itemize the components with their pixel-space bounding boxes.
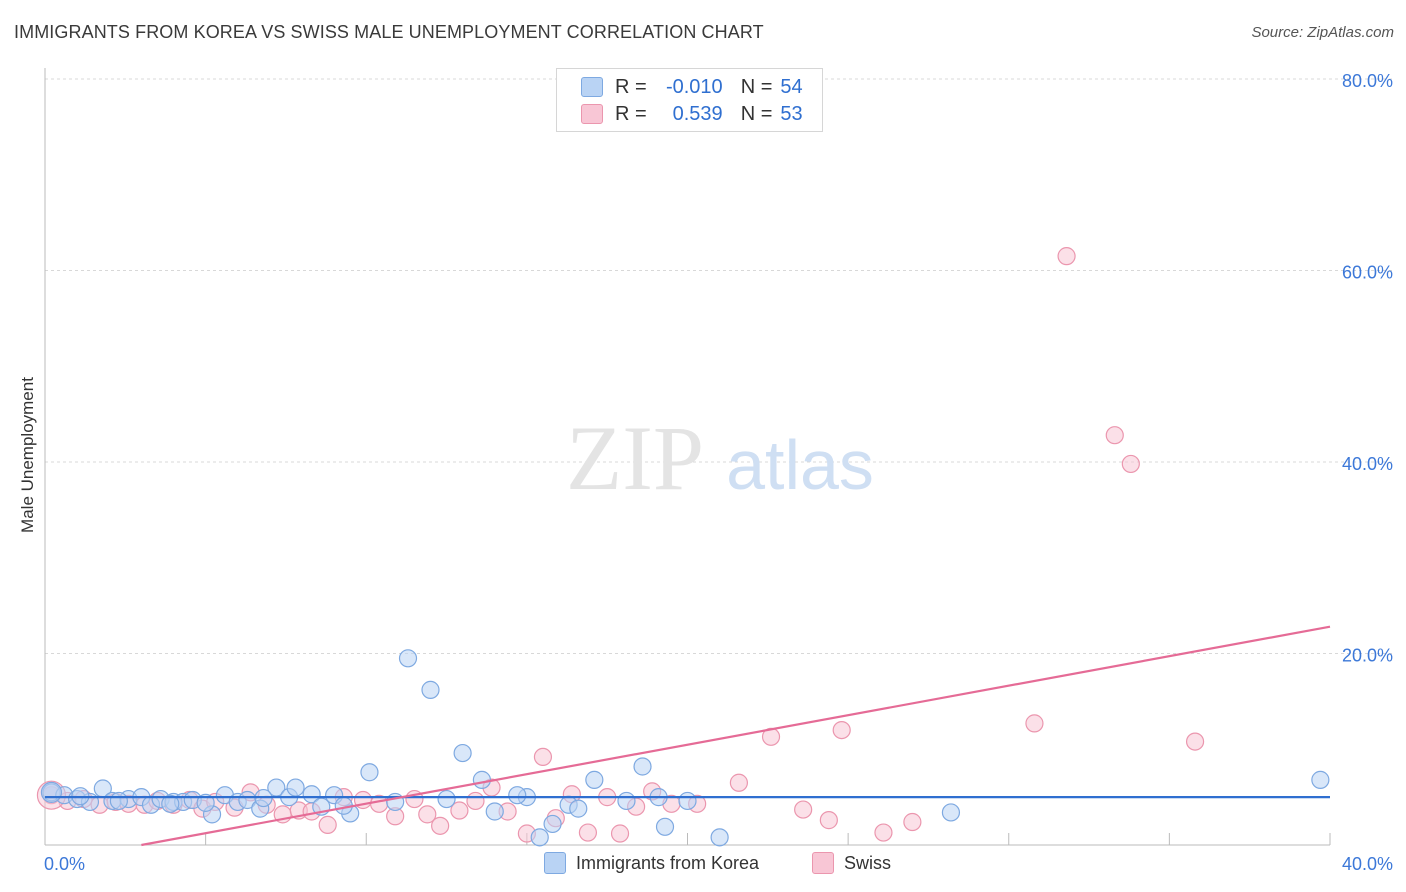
legend-swatch-swiss: [581, 104, 603, 124]
data-point-korea: [161, 794, 180, 813]
legend-r-value: -0.010: [665, 75, 723, 98]
legend-swatch-swiss: [812, 852, 834, 874]
data-point-swiss: [318, 815, 337, 834]
data-point-swiss: [533, 747, 553, 767]
data-point-swiss: [610, 824, 630, 843]
chart-title: IMMIGRANTS FROM KOREA VS SWISS MALE UNEM…: [14, 22, 764, 42]
data-point-korea: [710, 828, 729, 847]
x-tick-label: 40.0%: [1342, 854, 1393, 874]
legend-row-swiss: R = 0.539 N = 53: [581, 102, 803, 126]
legend-n-label: N =: [740, 102, 773, 125]
watermark-zip: ZIP: [566, 407, 704, 509]
data-point-korea: [360, 763, 379, 782]
data-point-korea: [678, 791, 697, 811]
legend-label-korea: Immigrants from Korea: [576, 852, 760, 873]
data-point-korea: [386, 792, 405, 812]
watermark-atlas: atlas: [726, 426, 874, 504]
legend-n-label: N =: [740, 75, 773, 98]
data-point-korea: [109, 791, 128, 811]
data-point-swiss: [794, 800, 813, 819]
trend-line-swiss: [141, 625, 1331, 847]
data-point-korea: [617, 791, 636, 811]
legend-row-korea: R = -0.010 N = 54: [581, 75, 803, 99]
legend-n-value: 54: [780, 75, 803, 98]
data-point-korea: [302, 785, 321, 804]
source-credit: Source: ZipAtlas.com: [1251, 24, 1394, 41]
data-point-korea: [40, 781, 63, 803]
legend-r-label: R =: [615, 75, 647, 98]
series-legend: Immigrants from Korea Swiss: [0, 852, 1406, 878]
legend-item-swiss[interactable]: Swiss: [812, 852, 891, 874]
watermark: ZIP atlas: [566, 407, 874, 509]
data-point-swiss: [466, 791, 485, 811]
data-point-korea: [569, 799, 588, 818]
data-point-swiss: [819, 811, 838, 830]
data-point-korea: [530, 828, 549, 847]
data-point-korea: [633, 757, 652, 776]
data-point-swiss: [903, 812, 922, 832]
data-point-korea: [421, 680, 440, 699]
data-point-swiss: [1121, 454, 1140, 474]
y-tick-label: 80.0%: [1342, 71, 1393, 91]
data-point-swiss: [832, 720, 851, 740]
data-point-swiss: [874, 823, 893, 842]
data-point-korea: [437, 789, 456, 809]
tick-labels: 20.0% 40.0% 60.0% 80.0% 0.0% 40.0%: [44, 71, 1393, 874]
series-swiss-points: [36, 247, 1205, 843]
data-point-swiss: [450, 801, 469, 820]
gridlines: [45, 78, 1392, 654]
data-point-korea: [508, 786, 527, 805]
legend-r-label: R =: [615, 102, 647, 125]
data-point-swiss: [578, 823, 598, 842]
legend-r-value: 0.539: [672, 102, 723, 125]
y-tick-label: 20.0%: [1342, 646, 1393, 666]
data-point-korea: [453, 743, 472, 763]
data-point-swiss: [1057, 247, 1076, 266]
correlation-legend: R = -0.010 N = 54 R = 0.539 N = 53: [556, 68, 823, 132]
data-point-swiss: [729, 773, 749, 792]
data-point-korea: [1311, 770, 1330, 789]
data-point-korea: [196, 793, 215, 812]
data-point-swiss: [1105, 426, 1124, 445]
data-point-korea: [543, 814, 562, 834]
data-point-swiss: [431, 816, 450, 835]
y-tick-label: 40.0%: [1342, 454, 1393, 474]
legend-item-korea[interactable]: Immigrants from Korea: [544, 852, 759, 874]
data-point-korea: [941, 803, 961, 822]
legend-swatch-korea: [544, 852, 566, 874]
x-tick-label: 0.0%: [44, 854, 85, 874]
data-point-swiss: [418, 805, 437, 824]
legend-label-swiss: Swiss: [844, 852, 892, 873]
trend-lines: [45, 625, 1331, 847]
legend-swatch-korea: [581, 77, 603, 97]
data-point-korea: [398, 649, 418, 668]
data-point-korea: [655, 817, 675, 836]
data-point-korea: [585, 770, 604, 789]
legend-n-value: 53: [780, 102, 803, 125]
data-point-swiss: [1185, 732, 1205, 751]
y-tick-label: 60.0%: [1342, 263, 1393, 283]
data-point-swiss: [1025, 714, 1044, 733]
data-point-korea: [286, 778, 305, 797]
data-point-korea: [472, 770, 491, 789]
data-point-korea: [485, 802, 504, 821]
